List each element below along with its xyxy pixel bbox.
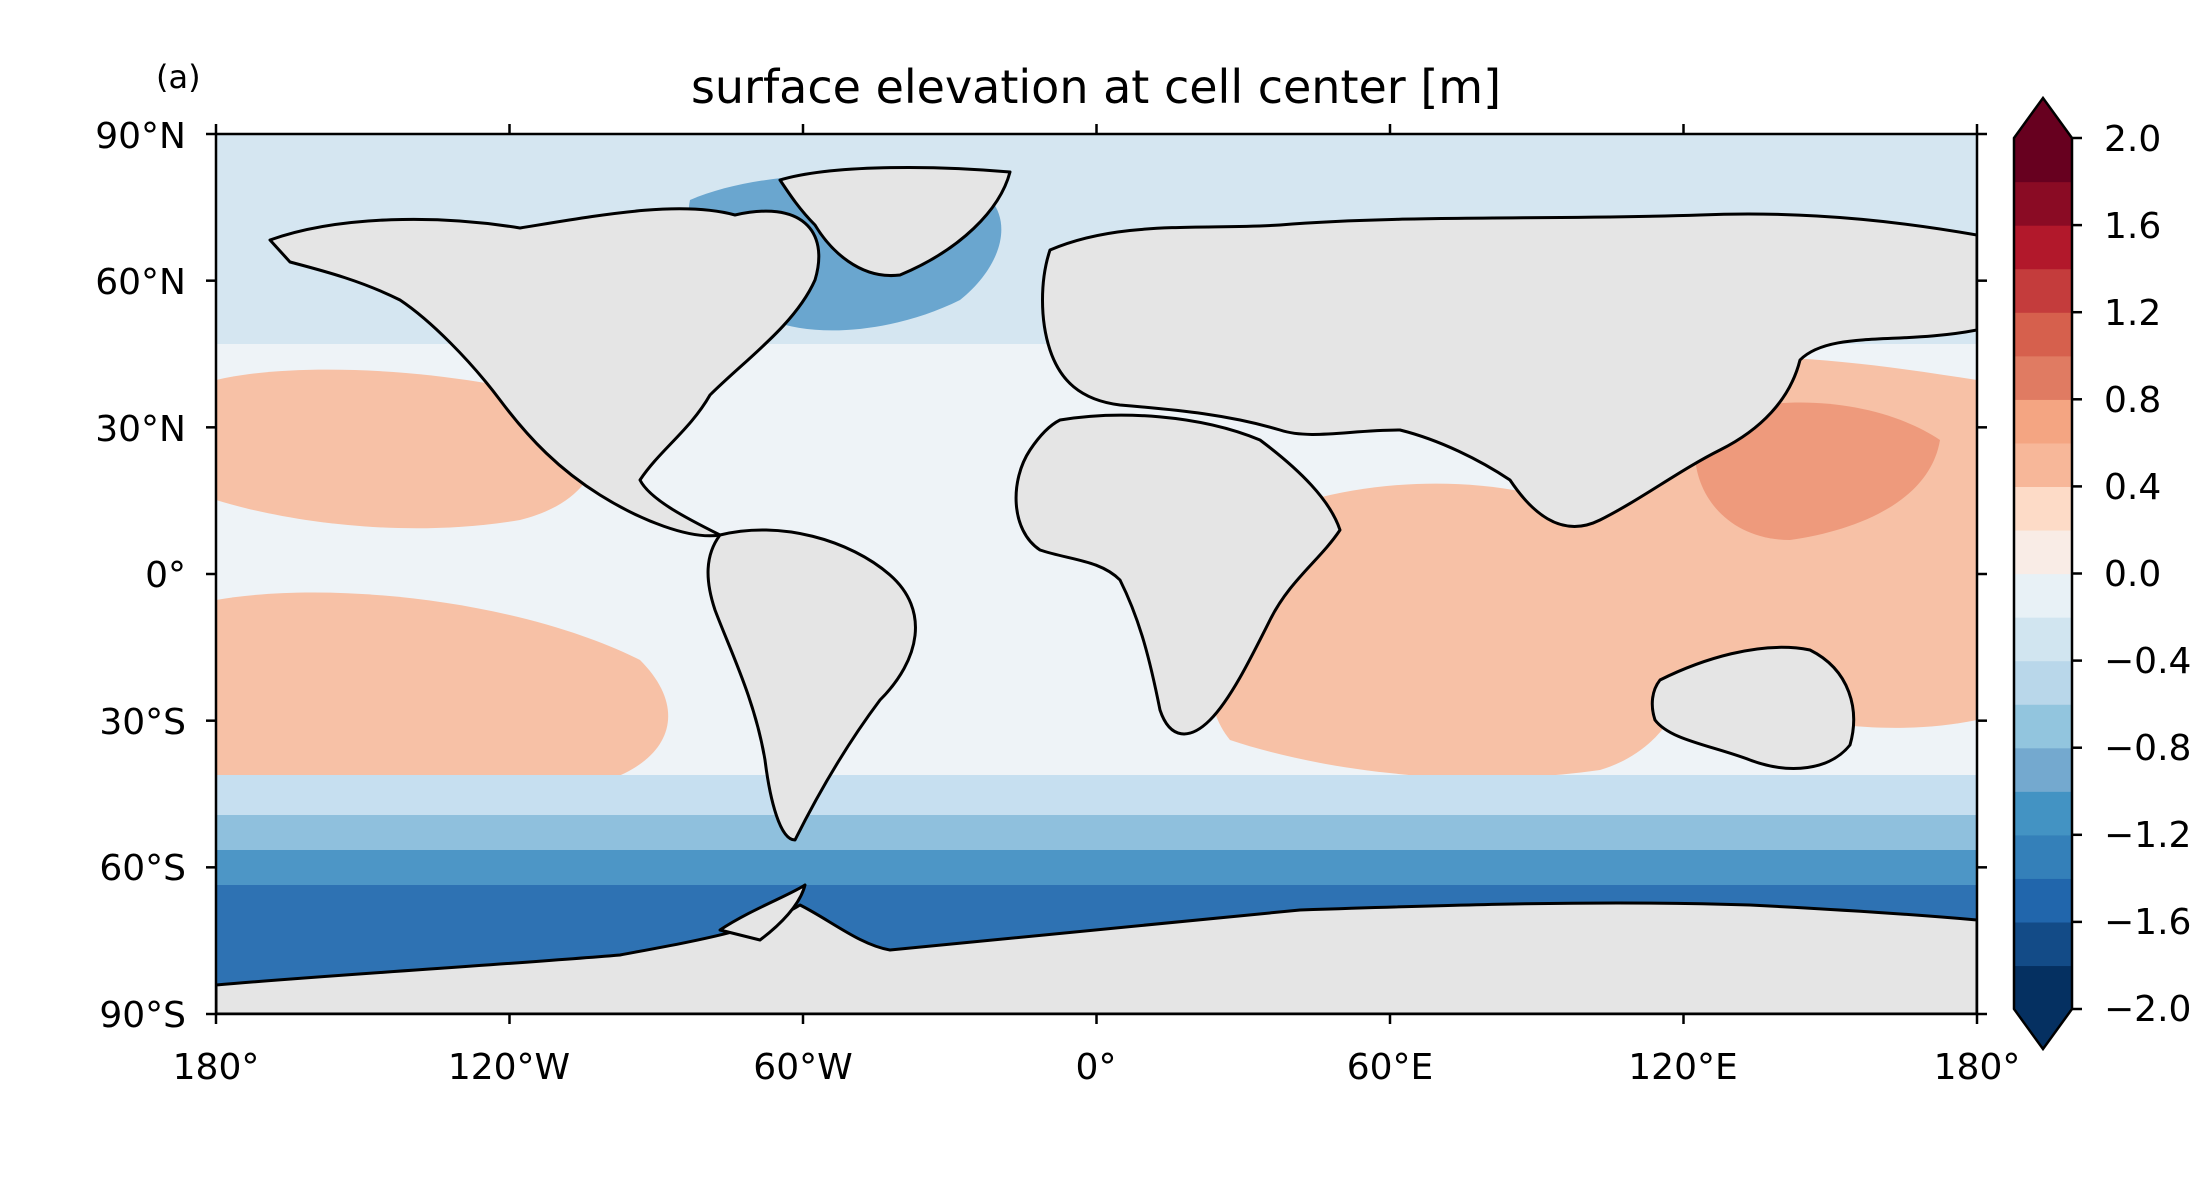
colorbar-tick-label: 1.6 — [2104, 206, 2161, 247]
y-tick-label-30s: 30°S — [99, 702, 186, 743]
y-tick-label-60n: 60°N — [95, 262, 186, 303]
colorbar-segment — [2014, 573, 2072, 618]
y-tick-label-90s: 90°S — [99, 995, 186, 1036]
colorbar-tick-label: −1.6 — [2104, 902, 2191, 943]
colorbar-segment — [2014, 486, 2072, 531]
colorbar-segment — [2014, 660, 2072, 705]
indian-ocean-warm — [1209, 483, 1690, 779]
x-tick-label-180w: 180° — [173, 1047, 260, 1088]
colorbar-segment — [2014, 268, 2072, 313]
colorbar-tick-label: 0.8 — [2104, 380, 2161, 421]
europe-asia-land — [1041, 212, 1977, 528]
colorbar-segment — [2014, 442, 2072, 487]
africa-land — [1014, 413, 1342, 736]
colorbar-tick-label: −0.4 — [2104, 641, 2191, 682]
colorbar-segment — [2014, 617, 2072, 662]
west-pacific-warm-core — [1694, 402, 1940, 540]
map-title: surface elevation at cell center [m] — [691, 60, 1501, 114]
colorbar-segment — [2014, 355, 2072, 400]
antarctic-peninsula-land — [718, 883, 807, 942]
x-tick-label-60e: 60°E — [1347, 1047, 1434, 1088]
colorbar-tick-label: −1.2 — [2104, 815, 2191, 856]
antarctica-land — [216, 901, 1977, 1014]
colorbar-segment — [2014, 921, 2072, 967]
colorbar-segment — [2014, 312, 2072, 357]
south-pacific-warm — [216, 592, 669, 795]
y-tick-label-90n: 90°N — [95, 116, 186, 157]
colorbar-tick-label: 0.4 — [2104, 467, 2161, 508]
x-axis — [214, 124, 1979, 1024]
x-tick-label-60w: 60°W — [753, 1047, 852, 1088]
colorbar-tick-label: 0.0 — [2104, 554, 2161, 595]
colorbar-segment — [2014, 878, 2072, 923]
colorbar — [2012, 95, 2082, 1052]
colorbar-segment — [2014, 138, 2072, 183]
colorbar-segment — [2014, 791, 2072, 836]
greenland-land — [778, 166, 1012, 278]
x-tick-label-120w: 120°W — [448, 1047, 570, 1088]
y-tick-label-60s: 60°S — [99, 848, 186, 889]
colorbar-tick-label: −2.0 — [2104, 989, 2191, 1030]
colorbar-tick-label: −0.8 — [2104, 728, 2191, 769]
colorbar-tick-labels: 2.0 1.6 1.2 0.8 0.4 0.0 −0.4 −0.8 −1.2 −… — [2104, 119, 2191, 1030]
colorbar-segment — [2014, 834, 2072, 879]
colorbar-tick-label: 1.2 — [2104, 293, 2161, 334]
map-area — [216, 134, 1977, 1014]
land-masses — [216, 166, 1977, 1014]
colorbar-extend-min — [2014, 1009, 2072, 1049]
x-tick-label-180e: 180° — [1934, 1047, 2021, 1088]
colorbar-segment — [2014, 965, 2072, 1010]
colorbar-segment — [2014, 225, 2072, 270]
x-tick-label-120e: 120°E — [1628, 1047, 1737, 1088]
panel-label: (a) — [156, 58, 201, 96]
y-tick-label-30n: 30°N — [95, 409, 186, 450]
colorbar-segment — [2014, 704, 2072, 749]
colorbar-segment — [2014, 181, 2072, 226]
australia-land — [1650, 645, 1856, 770]
colorbar-extend-max — [2014, 98, 2072, 138]
north-pacific-warm — [216, 369, 595, 529]
colorbar-segment — [2014, 747, 2072, 792]
colorbar-segment — [2014, 529, 2072, 575]
colorbar-segment — [2014, 399, 2072, 444]
y-tick-label-0: 0° — [145, 555, 186, 596]
y-axis — [206, 132, 1987, 1016]
x-tick-label-0: 0° — [1076, 1047, 1117, 1088]
north-america-land — [268, 207, 821, 538]
colorbar-tick-label: 2.0 — [2104, 119, 2161, 160]
south-america-land — [706, 528, 917, 842]
